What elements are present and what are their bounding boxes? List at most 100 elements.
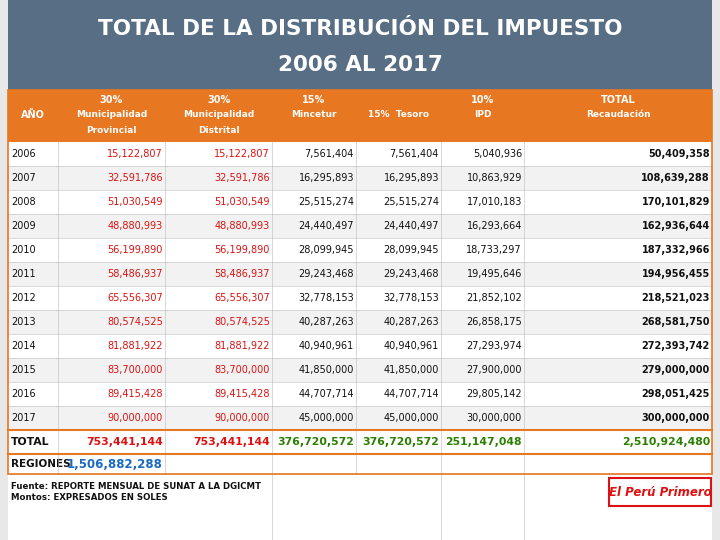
Text: Provincial: Provincial — [86, 126, 137, 135]
FancyBboxPatch shape — [8, 0, 712, 90]
FancyBboxPatch shape — [8, 214, 712, 238]
Text: 25,515,274: 25,515,274 — [383, 197, 439, 207]
Text: 300,000,000: 300,000,000 — [642, 413, 710, 423]
Text: Municipalidad: Municipalidad — [76, 111, 147, 119]
Text: 25,515,274: 25,515,274 — [298, 197, 354, 207]
Text: 2011: 2011 — [11, 269, 35, 279]
FancyBboxPatch shape — [8, 142, 712, 166]
Text: 2009: 2009 — [11, 221, 35, 231]
Text: 28,099,945: 28,099,945 — [299, 245, 354, 255]
Text: REGIONES: REGIONES — [11, 459, 71, 469]
FancyBboxPatch shape — [609, 478, 711, 506]
Text: Municipalidad: Municipalidad — [183, 111, 254, 119]
Text: 30,000,000: 30,000,000 — [467, 413, 522, 423]
Text: 10%: 10% — [471, 96, 494, 105]
Text: Distrital: Distrital — [198, 126, 239, 135]
Text: 29,243,468: 29,243,468 — [299, 269, 354, 279]
Text: 65,556,307: 65,556,307 — [215, 293, 270, 303]
Text: 268,581,750: 268,581,750 — [642, 317, 710, 327]
FancyBboxPatch shape — [8, 406, 712, 430]
Text: 45,000,000: 45,000,000 — [299, 413, 354, 423]
Text: 48,880,993: 48,880,993 — [108, 221, 163, 231]
Text: 40,940,961: 40,940,961 — [384, 341, 439, 351]
Text: 170,101,829: 170,101,829 — [642, 197, 710, 207]
Text: AÑO: AÑO — [21, 110, 45, 120]
Text: 251,147,048: 251,147,048 — [446, 437, 522, 447]
Text: 2008: 2008 — [11, 197, 35, 207]
FancyBboxPatch shape — [8, 454, 712, 474]
Text: 376,720,572: 376,720,572 — [362, 437, 439, 447]
Text: 81,881,922: 81,881,922 — [107, 341, 163, 351]
Text: 51,030,549: 51,030,549 — [215, 197, 270, 207]
Text: 44,707,714: 44,707,714 — [383, 389, 439, 399]
FancyBboxPatch shape — [8, 334, 712, 358]
Text: 218,521,023: 218,521,023 — [642, 293, 710, 303]
FancyBboxPatch shape — [8, 358, 712, 382]
Text: 15%  Tesoro: 15% Tesoro — [368, 111, 429, 119]
Text: 51,030,549: 51,030,549 — [107, 197, 163, 207]
Text: 2006: 2006 — [11, 149, 35, 159]
Text: TOTAL: TOTAL — [11, 437, 50, 447]
Text: 80,574,525: 80,574,525 — [107, 317, 163, 327]
Text: 30%: 30% — [100, 96, 123, 105]
Text: 56,199,890: 56,199,890 — [107, 245, 163, 255]
Text: 15,122,807: 15,122,807 — [215, 149, 270, 159]
FancyBboxPatch shape — [8, 286, 712, 310]
FancyBboxPatch shape — [8, 430, 712, 454]
Text: 90,000,000: 90,000,000 — [215, 413, 270, 423]
Text: 5,040,936: 5,040,936 — [473, 149, 522, 159]
Text: TOTAL: TOTAL — [600, 96, 635, 105]
Text: 26,858,175: 26,858,175 — [467, 317, 522, 327]
Text: 45,000,000: 45,000,000 — [384, 413, 439, 423]
Text: 24,440,497: 24,440,497 — [299, 221, 354, 231]
Text: 32,591,786: 32,591,786 — [107, 173, 163, 183]
Text: 83,700,000: 83,700,000 — [107, 365, 163, 375]
Text: 29,243,468: 29,243,468 — [384, 269, 439, 279]
Text: 298,051,425: 298,051,425 — [642, 389, 710, 399]
Text: TOTAL DE LA DISTRIBUCIÓN DEL IMPUESTO: TOTAL DE LA DISTRIBUCIÓN DEL IMPUESTO — [98, 19, 622, 39]
FancyBboxPatch shape — [8, 238, 712, 262]
Text: 41,850,000: 41,850,000 — [299, 365, 354, 375]
Text: 2016: 2016 — [11, 389, 35, 399]
Text: 65,556,307: 65,556,307 — [107, 293, 163, 303]
Text: 58,486,937: 58,486,937 — [107, 269, 163, 279]
Text: 10,863,929: 10,863,929 — [467, 173, 522, 183]
Text: El Perú Primero: El Perú Primero — [608, 485, 711, 498]
Text: 15,122,807: 15,122,807 — [107, 149, 163, 159]
Text: 2017: 2017 — [11, 413, 36, 423]
Text: 24,440,497: 24,440,497 — [384, 221, 439, 231]
Text: 40,940,961: 40,940,961 — [299, 341, 354, 351]
Text: 2,510,924,480: 2,510,924,480 — [622, 437, 710, 447]
Text: 27,293,974: 27,293,974 — [467, 341, 522, 351]
Text: 32,591,786: 32,591,786 — [215, 173, 270, 183]
Text: 108,639,288: 108,639,288 — [642, 173, 710, 183]
Text: 32,778,153: 32,778,153 — [383, 293, 439, 303]
Text: 81,881,922: 81,881,922 — [215, 341, 270, 351]
FancyBboxPatch shape — [8, 190, 712, 214]
FancyBboxPatch shape — [8, 474, 712, 540]
Text: 32,778,153: 32,778,153 — [298, 293, 354, 303]
Text: 56,199,890: 56,199,890 — [215, 245, 270, 255]
Text: 89,415,428: 89,415,428 — [215, 389, 270, 399]
Text: 16,295,893: 16,295,893 — [299, 173, 354, 183]
Text: Fuente: REPORTE MENSUAL DE SUNAT A LA DGICMT: Fuente: REPORTE MENSUAL DE SUNAT A LA DG… — [11, 482, 261, 491]
Text: 2007: 2007 — [11, 173, 36, 183]
Text: 19,495,646: 19,495,646 — [467, 269, 522, 279]
Text: 16,293,664: 16,293,664 — [467, 221, 522, 231]
FancyBboxPatch shape — [8, 310, 712, 334]
Text: 58,486,937: 58,486,937 — [215, 269, 270, 279]
Text: Montos: EXPRESADOS EN SOLES: Montos: EXPRESADOS EN SOLES — [11, 493, 168, 502]
Text: IPD: IPD — [474, 111, 491, 119]
Text: 89,415,428: 89,415,428 — [107, 389, 163, 399]
Text: 40,287,263: 40,287,263 — [298, 317, 354, 327]
Text: 2015: 2015 — [11, 365, 36, 375]
FancyBboxPatch shape — [8, 90, 712, 142]
Text: 1,506,882,288: 1,506,882,288 — [67, 457, 163, 470]
Text: 83,700,000: 83,700,000 — [215, 365, 270, 375]
Text: 376,720,572: 376,720,572 — [277, 437, 354, 447]
Text: 29,805,142: 29,805,142 — [467, 389, 522, 399]
Text: 7,561,404: 7,561,404 — [305, 149, 354, 159]
Text: 27,900,000: 27,900,000 — [467, 365, 522, 375]
FancyBboxPatch shape — [8, 382, 712, 406]
Text: 28,099,945: 28,099,945 — [384, 245, 439, 255]
